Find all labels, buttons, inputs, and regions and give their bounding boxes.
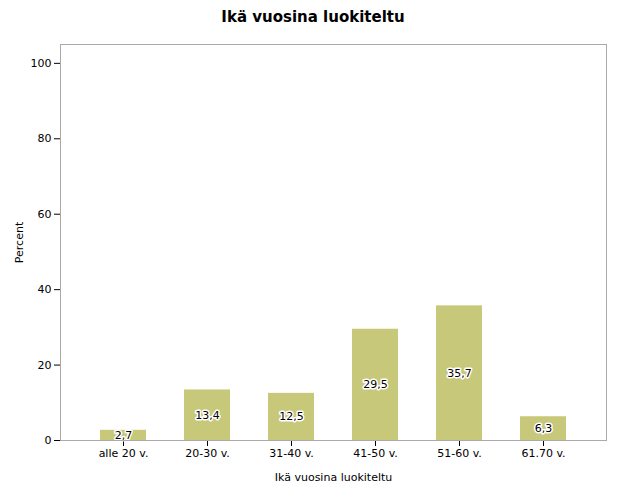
svg-text:Percent: Percent (13, 221, 26, 263)
svg-text:80: 80 (38, 132, 52, 145)
svg-text:29,5: 29,5 (363, 378, 388, 391)
svg-text:41-50 v.: 41-50 v. (353, 447, 398, 460)
svg-text:100: 100 (31, 57, 52, 70)
svg-text:2,7: 2,7 (115, 429, 133, 442)
svg-text:20: 20 (38, 359, 52, 372)
svg-text:Ikä vuosina luokiteltu: Ikä vuosina luokiteltu (275, 471, 392, 484)
svg-text:40: 40 (38, 283, 52, 296)
svg-text:35,7: 35,7 (447, 367, 472, 380)
svg-text:0: 0 (45, 434, 52, 447)
svg-text:20-30 v.: 20-30 v. (185, 447, 230, 460)
svg-text:51-60 v.: 51-60 v. (437, 447, 482, 460)
svg-text:13,4: 13,4 (195, 409, 220, 422)
svg-text:alle 20 v.: alle 20 v. (99, 447, 149, 460)
svg-text:6,3: 6,3 (535, 422, 553, 435)
svg-text:61.70 v.: 61.70 v. (521, 447, 565, 460)
html-text:Ikä vuosina luokiteltu: Ikä vuosina luokiteltu (221, 8, 405, 26)
svg-text:60: 60 (38, 208, 52, 221)
svg-text:12,5: 12,5 (279, 410, 304, 423)
svg-text:31-40 v.: 31-40 v. (269, 447, 314, 460)
